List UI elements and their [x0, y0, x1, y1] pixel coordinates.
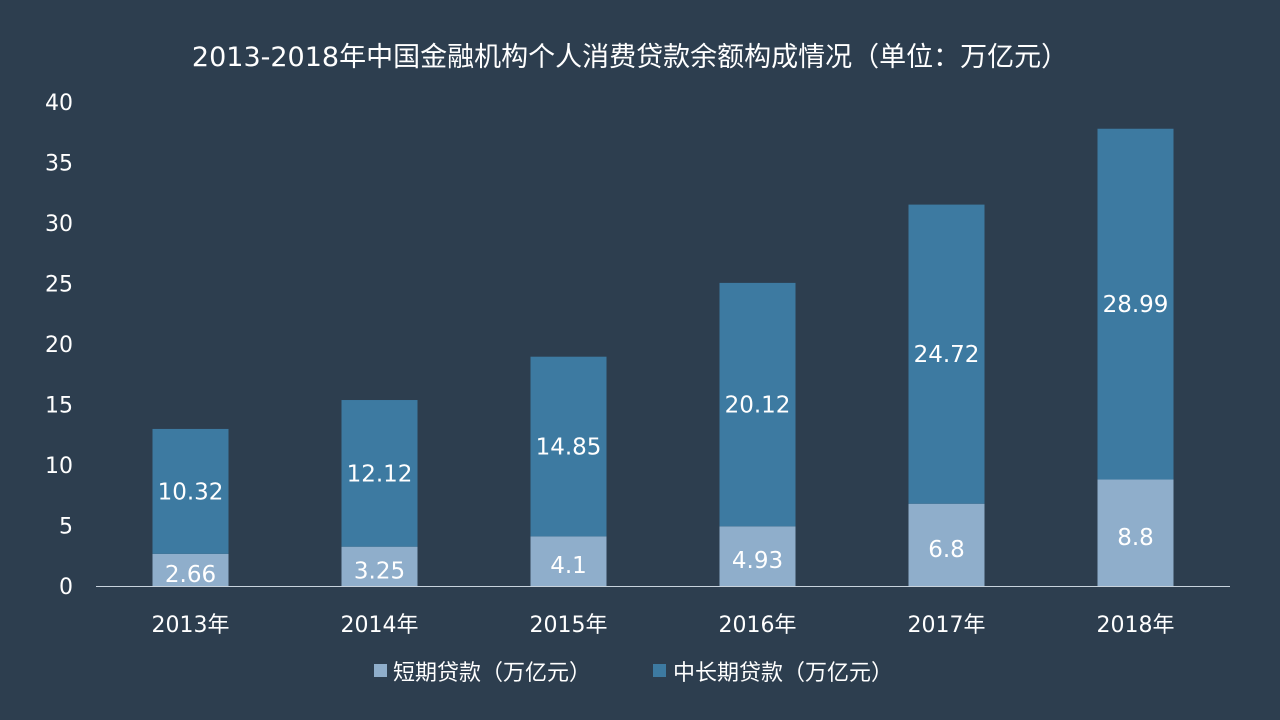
legend: 短期贷款（万亿元） 中长期贷款（万亿元） [374, 661, 893, 686]
bar-short-term-0 [152, 553, 229, 586]
bar-long-term-0 [152, 428, 229, 554]
bars-group [152, 128, 1174, 586]
y-tick-label-5: 5 [59, 515, 73, 540]
data-label-long-term-5: 28.99 [1103, 292, 1169, 318]
x-tick-label-4: 2017年 [908, 613, 986, 638]
data-label-long-term-1: 12.12 [347, 461, 413, 487]
data-label-short-term-0: 2.66 [165, 562, 216, 588]
legend-label-long-term: 中长期贷款（万亿元） [673, 661, 893, 686]
y-axis: 0 5 10 15 20 25 30 35 40 [45, 91, 73, 600]
x-tick-label-1: 2014年 [341, 613, 419, 638]
bar-long-term-2 [530, 356, 607, 537]
y-tick-label-10: 10 [45, 454, 73, 479]
legend-swatch-long-term [653, 664, 666, 677]
y-tick-label-35: 35 [45, 152, 73, 177]
data-label-short-term-1: 3.25 [354, 558, 405, 584]
x-tick-label-5: 2018年 [1097, 613, 1175, 638]
x-tick-label-0: 2013年 [152, 613, 230, 638]
y-tick-label-40: 40 [45, 91, 73, 116]
data-label-short-term-4: 6.8 [928, 537, 965, 563]
bar-short-term-3 [719, 526, 796, 586]
data-label-short-term-5: 8.8 [1117, 525, 1154, 551]
bar-long-term-4 [908, 204, 985, 504]
bar-short-term-2 [530, 536, 607, 586]
y-tick-label-0: 0 [59, 575, 73, 600]
y-tick-label-15: 15 [45, 394, 73, 419]
x-tick-label-2: 2015年 [530, 613, 608, 638]
legend-label-short-term: 短期贷款（万亿元） [393, 661, 591, 686]
bar-long-term-3 [719, 282, 796, 527]
x-axis: 2013年 2014年 2015年 2016年 2017年 2018年 [96, 586, 1230, 638]
y-tick-label-20: 20 [45, 333, 73, 358]
x-tick-label-3: 2016年 [719, 613, 797, 638]
data-label-long-term-4: 24.72 [914, 342, 980, 368]
data-label-long-term-3: 20.12 [725, 393, 791, 419]
data-label-long-term-2: 14.85 [536, 435, 602, 461]
data-label-short-term-3: 4.93 [732, 548, 783, 574]
y-tick-label-25: 25 [45, 273, 73, 298]
bar-short-term-1 [341, 546, 418, 586]
data-label-short-term-2: 4.1 [550, 553, 587, 579]
bar-labels-group: 2.66 10.32 3.25 12.12 4.1 14.85 4.93 20.12 6.8 24… [158, 292, 1169, 588]
bar-short-term-4 [908, 503, 985, 586]
y-tick-label-30: 30 [45, 212, 73, 237]
bar-long-term-5 [1097, 128, 1174, 480]
data-label-long-term-0: 10.32 [158, 479, 224, 505]
bar-short-term-5 [1097, 479, 1174, 586]
legend-swatch-short-term [374, 664, 387, 677]
bar-long-term-1 [341, 400, 418, 547]
chart-title: 2013-2018年中国金融机构个人消费贷款余额构成情况（单位：万亿元） [192, 42, 1068, 73]
